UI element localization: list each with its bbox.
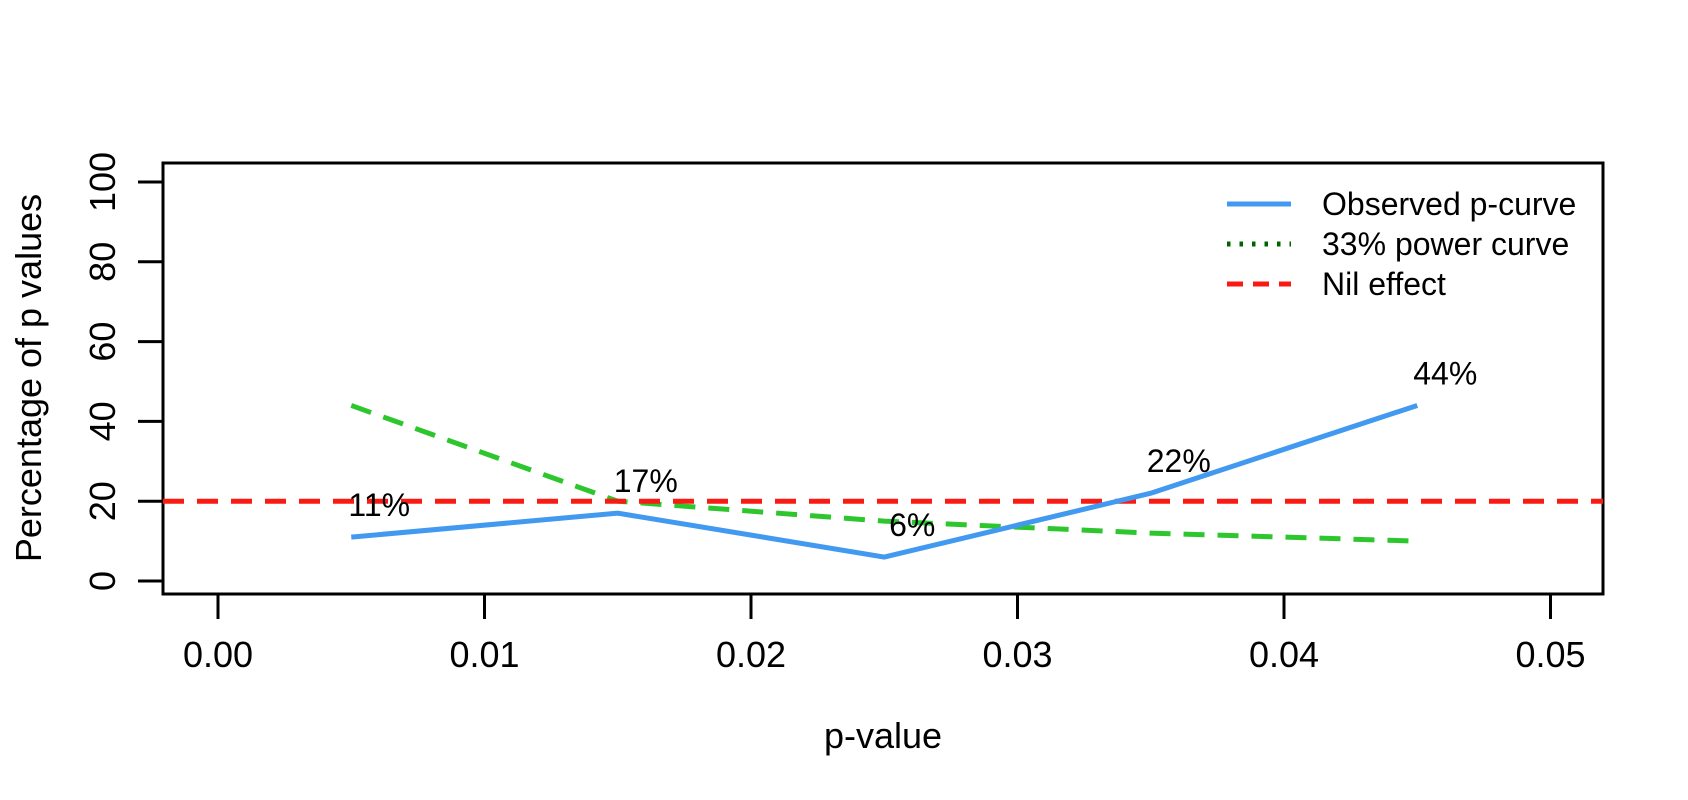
y-axis-tick-label: 60 — [82, 322, 123, 362]
x-axis-tick-label: 0.03 — [982, 634, 1052, 675]
point-label: 44% — [1413, 355, 1477, 391]
x-axis-tick-label: 0.05 — [1515, 634, 1585, 675]
legend-item-33-power-curve: 33% power curve — [1227, 226, 1569, 262]
x-axis-tick-label: 0.01 — [449, 634, 519, 675]
legend-item-observed-p-curve: Observed p-curve — [1227, 186, 1576, 222]
point-label: 6% — [889, 507, 935, 543]
y-axis-tick-label: 100 — [82, 152, 123, 212]
point-label: 11% — [348, 487, 410, 523]
legend-item-nil-effect: Nil effect — [1227, 266, 1446, 302]
y-axis: 0 20 40 60 80 100 — [82, 152, 163, 591]
y-axis-tick-label: 80 — [82, 242, 123, 282]
x-axis: 0.00 0.01 0.02 0.03 0.04 0.05 — [183, 594, 1586, 675]
plot-frame — [161, 161, 1605, 596]
x-axis-title: p-value — [824, 715, 942, 756]
point-labels: 11% 17% 6% 22% 44% — [348, 355, 1477, 543]
legend-label-nil-effect: Nil effect — [1322, 266, 1446, 302]
y-axis-title: Percentage of p values — [8, 194, 49, 562]
x-axis-tick-label: 0.00 — [183, 634, 253, 675]
series-line-33-power-curve — [350, 403, 1418, 544]
plot-series — [163, 403, 1603, 560]
legend: Observed p-curve 33% power curve Nil effec… — [1227, 186, 1576, 302]
series-line-observed-p-curve — [351, 403, 1419, 560]
legend-label-33-power-curve: 33% power curve — [1322, 226, 1569, 262]
x-axis-tick-label: 0.02 — [716, 634, 786, 675]
point-label: 22% — [1147, 443, 1211, 479]
y-axis-tick-label: 0 — [82, 571, 123, 591]
y-axis-tick-label: 20 — [82, 481, 123, 521]
y-axis-tick-label: 40 — [82, 401, 123, 441]
point-label: 17% — [614, 463, 678, 499]
x-axis-tick-label: 0.04 — [1249, 634, 1319, 675]
legend-label-observed-p-curve: Observed p-curve — [1322, 186, 1576, 222]
